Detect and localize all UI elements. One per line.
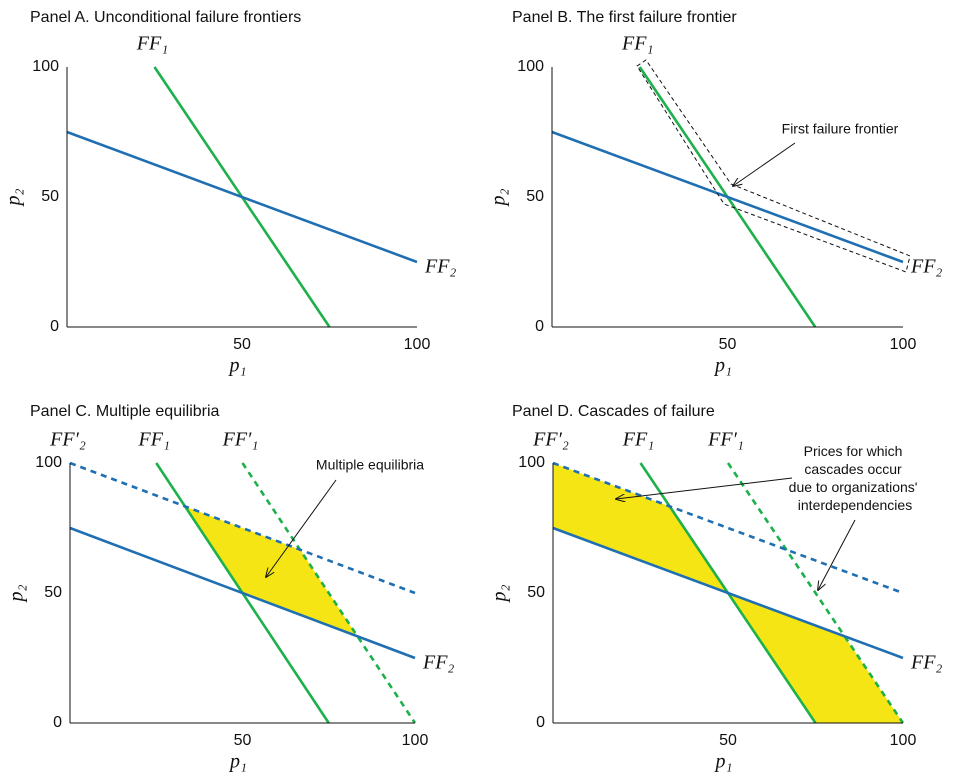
y-axis-label: p₂ bbox=[488, 188, 510, 207]
panel-title: Panel C. Multiple equilibria bbox=[30, 403, 220, 420]
y-tick-label: 100 bbox=[517, 58, 544, 75]
y-tick-label: 100 bbox=[35, 454, 62, 471]
series-line bbox=[551, 130, 904, 264]
arrow bbox=[733, 142, 796, 186]
x-axis-label: p₁ bbox=[713, 355, 732, 377]
panel-title: Panel B. The first failure frontier bbox=[512, 9, 737, 26]
series-line bbox=[552, 526, 904, 660]
series-label: FF′₂ bbox=[49, 429, 86, 451]
series-label: FF′₂ bbox=[532, 429, 569, 451]
annotation-line: due to organizations' bbox=[789, 479, 918, 495]
x-axis-label: p₁ bbox=[714, 751, 733, 773]
y-axis-label: p₂ bbox=[489, 584, 511, 603]
frontier-outline bbox=[636, 59, 911, 273]
series-label: FF₁ bbox=[136, 33, 168, 55]
y-tick-label: 100 bbox=[32, 58, 59, 75]
series-label: FF₂ bbox=[910, 652, 942, 674]
series-label: FF₁ bbox=[622, 429, 654, 451]
x-tick-label: 50 bbox=[719, 732, 737, 749]
x-tick-label: 100 bbox=[404, 336, 431, 353]
y-tick-label: 50 bbox=[41, 188, 59, 205]
y-tick-label: 50 bbox=[527, 584, 545, 601]
y-tick-label: 50 bbox=[526, 188, 544, 205]
x-axis-label: p₁ bbox=[228, 355, 247, 377]
y-tick-label: 0 bbox=[536, 714, 545, 731]
region bbox=[728, 593, 903, 723]
x-tick-label: 100 bbox=[890, 732, 917, 749]
series-label: FF₁ bbox=[138, 429, 170, 451]
panels: Panel A. Unconditional failure frontiers… bbox=[3, 9, 943, 772]
annotation-line: interdependencies bbox=[798, 497, 912, 513]
series-label: FF₁ bbox=[621, 33, 653, 55]
x-tick-label: 50 bbox=[233, 336, 251, 353]
arrow bbox=[266, 479, 337, 577]
series-line bbox=[726, 462, 905, 724]
arrow bbox=[616, 477, 793, 499]
panel-title: Panel A. Unconditional failure frontiers bbox=[30, 9, 301, 26]
region bbox=[553, 463, 728, 593]
annotation-line: cascades occur bbox=[804, 461, 902, 477]
arrow bbox=[818, 519, 856, 590]
annotation: First failure frontier bbox=[782, 121, 899, 137]
y-axis-label: p₂ bbox=[3, 188, 25, 207]
y-tick-label: 0 bbox=[50, 318, 59, 335]
series-label: FF₂ bbox=[424, 256, 456, 278]
annotation: Prices for which cascades occur due to o… bbox=[789, 443, 922, 513]
x-axis-label: p₁ bbox=[228, 751, 247, 773]
annotation-line: Prices for which bbox=[804, 443, 903, 459]
x-tick-label: 100 bbox=[890, 336, 917, 353]
x-tick-label: 50 bbox=[234, 732, 252, 749]
y-axis-label: p₂ bbox=[6, 584, 28, 603]
series-label: FF′₁ bbox=[707, 429, 744, 451]
annotation: Multiple equilibria bbox=[316, 457, 424, 473]
panel-title: Panel D. Cascades of failure bbox=[512, 403, 715, 420]
y-tick-label: 100 bbox=[518, 454, 545, 471]
series-label: FF′₁ bbox=[222, 429, 259, 451]
series-label: FF₂ bbox=[910, 256, 942, 278]
y-tick-label: 0 bbox=[535, 318, 544, 335]
series-line bbox=[241, 462, 417, 724]
series-line bbox=[552, 461, 904, 595]
series-label: FF₂ bbox=[422, 652, 454, 674]
y-tick-label: 50 bbox=[44, 584, 62, 601]
y-tick-label: 0 bbox=[53, 714, 62, 731]
series-line bbox=[69, 526, 416, 660]
region bbox=[184, 506, 358, 637]
x-tick-label: 50 bbox=[719, 336, 737, 353]
x-tick-label: 100 bbox=[402, 732, 429, 749]
series-line bbox=[66, 130, 418, 264]
